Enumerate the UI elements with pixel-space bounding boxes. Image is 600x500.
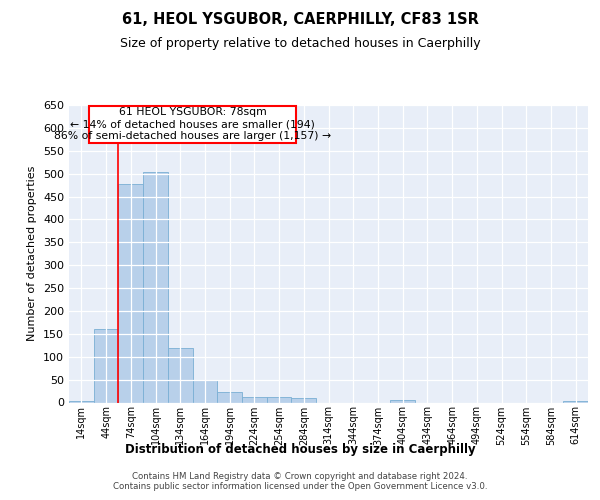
Bar	[390, 400, 415, 402]
Text: 61 HEOL YSGUBOR: 78sqm: 61 HEOL YSGUBOR: 78sqm	[119, 107, 266, 117]
FancyBboxPatch shape	[89, 106, 296, 142]
Bar	[292, 398, 316, 402]
Bar	[242, 397, 267, 402]
Bar	[94, 330, 118, 402]
Text: Size of property relative to detached houses in Caerphilly: Size of property relative to detached ho…	[119, 38, 481, 51]
Bar	[168, 348, 193, 403]
Bar	[143, 172, 168, 402]
Bar	[69, 401, 94, 402]
Text: ← 14% of detached houses are smaller (194): ← 14% of detached houses are smaller (19…	[70, 119, 315, 129]
Text: 86% of semi-detached houses are larger (1,157) →: 86% of semi-detached houses are larger (…	[54, 132, 331, 141]
Bar	[267, 397, 292, 402]
Bar	[563, 400, 588, 402]
Text: Distribution of detached houses by size in Caerphilly: Distribution of detached houses by size …	[125, 442, 475, 456]
Bar	[217, 392, 242, 402]
Y-axis label: Number of detached properties: Number of detached properties	[28, 166, 37, 342]
Text: 61, HEOL YSGUBOR, CAERPHILLY, CF83 1SR: 61, HEOL YSGUBOR, CAERPHILLY, CF83 1SR	[122, 12, 478, 28]
Bar	[118, 184, 143, 402]
Text: Contains HM Land Registry data © Crown copyright and database right 2024.
Contai: Contains HM Land Registry data © Crown c…	[113, 472, 487, 491]
Bar	[193, 380, 217, 402]
